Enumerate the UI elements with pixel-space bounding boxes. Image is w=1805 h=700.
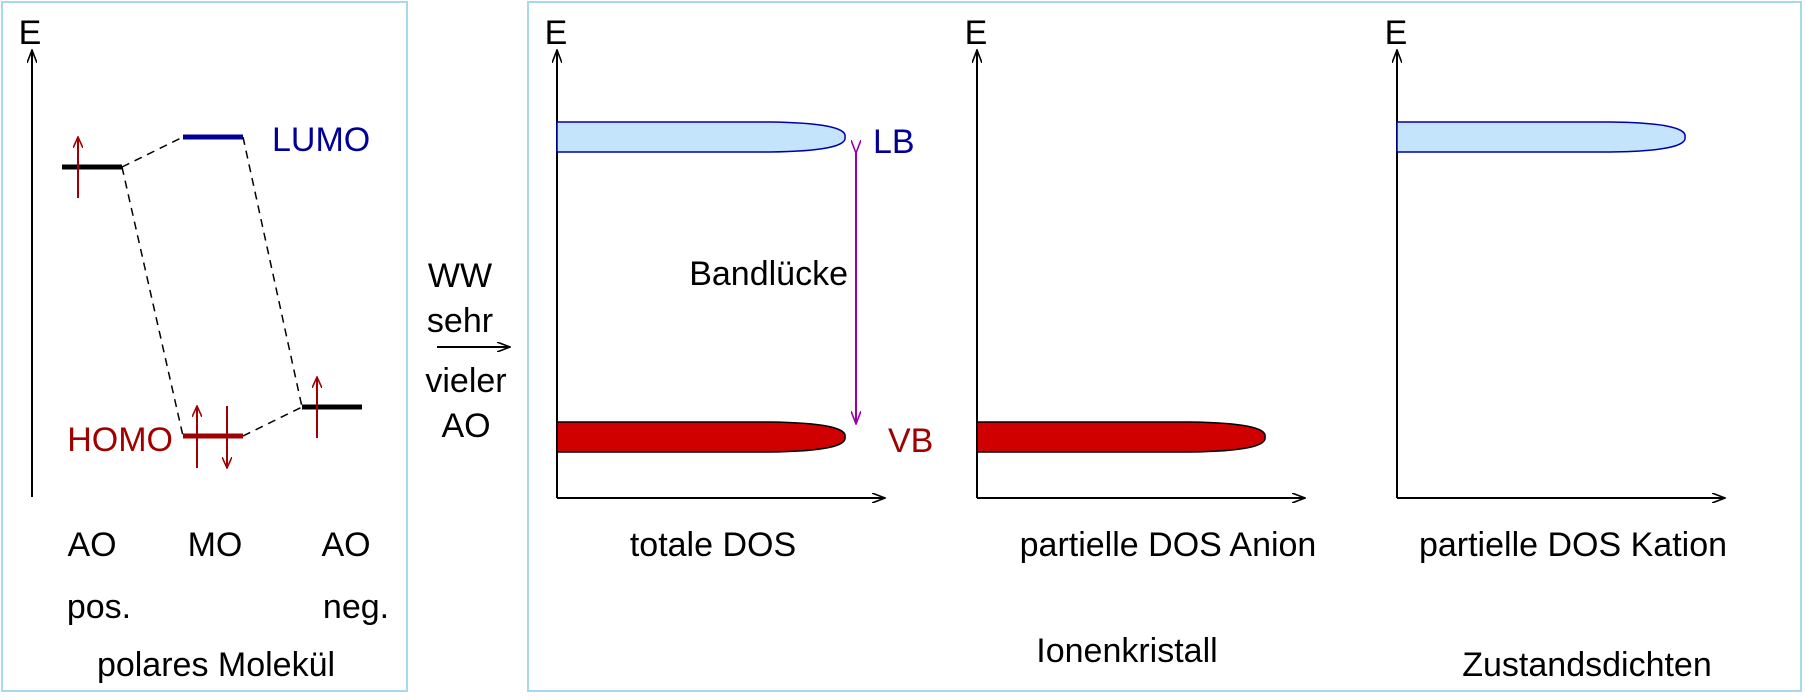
dos-caption: Zustandsdichten: [1462, 646, 1712, 684]
total-dos-conduction-band: [556, 121, 846, 153]
lumo-label: LUMO: [272, 121, 370, 159]
vb-label: VB: [888, 422, 933, 460]
molecule-axis-label: E: [19, 14, 42, 52]
anion-dos-valence-band: [976, 421, 1266, 453]
total-dos-caption: totale DOS: [630, 526, 796, 564]
crystal-caption: Ionenkristall: [1036, 632, 1217, 670]
total-dos-axis-label: E: [545, 14, 568, 52]
cation-dos-conduction-band: [1396, 121, 1686, 153]
interaction-line2: sehr: [427, 302, 493, 340]
anion-dos-caption: partielle DOS Anion: [1020, 526, 1317, 564]
col-ao-left: AO: [67, 526, 116, 564]
interaction-line3: vieler: [425, 362, 506, 400]
correlation-lines: [121, 136, 303, 437]
molecule-caption: polares Molekül: [97, 646, 335, 684]
sub-neg: neg.: [323, 588, 389, 626]
total-dos-valence-band: [556, 421, 846, 453]
col-ao-right: AO: [321, 526, 370, 564]
interaction-line1: WW: [428, 257, 492, 295]
molecule-panel-frame: [1, 1, 408, 692]
cation-dos-caption: partielle DOS Kation: [1419, 526, 1727, 564]
sub-pos: pos.: [67, 588, 131, 626]
col-mo: MO: [188, 526, 243, 564]
anion-dos-axis-label: E: [965, 14, 988, 52]
homo-label: HOMO: [67, 421, 173, 459]
interaction-line4: AO: [441, 407, 490, 445]
crystal-panel-frame: [527, 1, 1802, 692]
lb-label: LB: [873, 123, 915, 161]
cation-dos-axis-label: E: [1385, 14, 1408, 52]
band-gap-label: Bandlücke: [689, 255, 848, 293]
